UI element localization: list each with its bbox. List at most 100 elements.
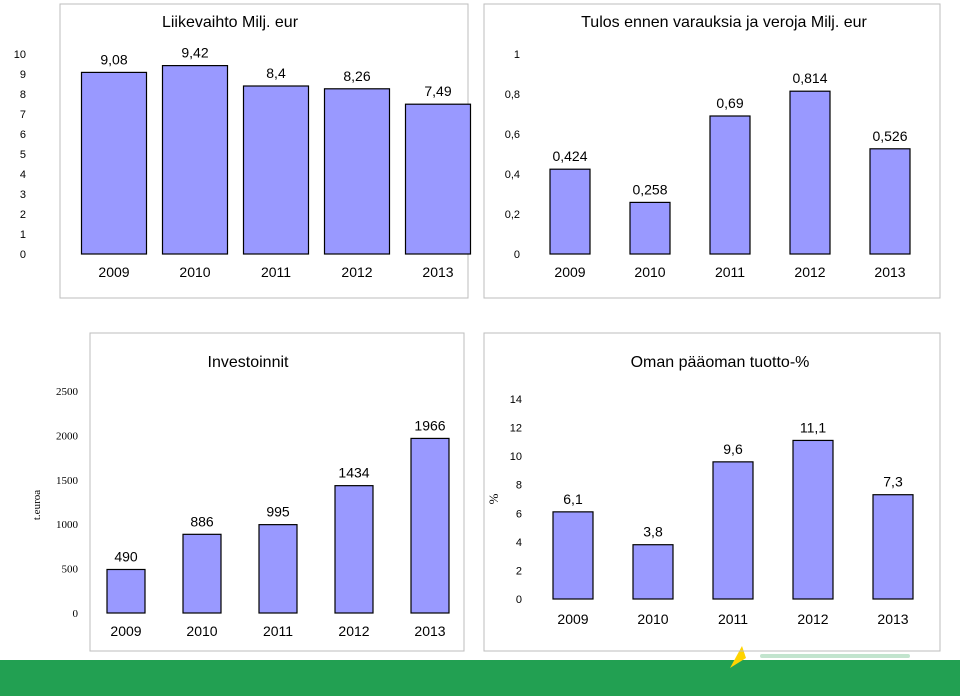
chart-tulos-svg: Tulos ennen varauksia ja veroja Milj. eu… xyxy=(483,3,941,299)
chart-1-value-label: 0,814 xyxy=(792,70,827,86)
chart-2-bar-2009 xyxy=(106,568,146,614)
chart-2-value-label: 886 xyxy=(190,513,214,529)
chart-1-category-label: 2010 xyxy=(634,264,665,280)
chart-2-category-label: 2012 xyxy=(338,623,369,639)
chart-3-bar-2010 xyxy=(632,544,674,600)
chart-1-bar-2013 xyxy=(869,148,911,255)
chart-1-bar-2012 xyxy=(789,90,831,255)
chart-2-value-label: 995 xyxy=(266,504,290,520)
chart-3-y-tick-label: 2 xyxy=(516,565,522,577)
chart-1-value-label: 0,526 xyxy=(872,128,907,144)
chart-0-y-tick-label: 6 xyxy=(20,129,26,141)
chart-2-frame xyxy=(89,332,465,652)
chart-0-y-tick-label: 0 xyxy=(20,249,26,261)
chart-0-y-tick-label: 8 xyxy=(20,89,26,101)
chart-2-value-label: 490 xyxy=(114,548,138,564)
chart-3-category-label: 2010 xyxy=(637,611,668,627)
chart-0-value-label: 8,26 xyxy=(343,68,370,84)
chart-3-bar-2012 xyxy=(792,439,834,600)
chart-3-bar-2009 xyxy=(552,511,594,600)
chart-1-bar-2009 xyxy=(549,168,591,255)
chart-0-y-tick-label: 5 xyxy=(20,149,26,161)
chart-1-bar-2010 xyxy=(629,201,671,255)
chart-0-y-tick-label: 3 xyxy=(20,189,26,201)
chart-0-y-tick-label: 2 xyxy=(20,209,26,221)
chart-liikevaihto-svg: Liikevaihto Milj. eur 0 1 2 3 4 5 6 7 8 9 10 9,08 200… xyxy=(14,3,472,299)
chart-2-y-tick-label: 500 xyxy=(62,564,79,576)
chart-2-y-tick-label: 0 xyxy=(73,608,79,620)
chart-3-title: Oman pääoman tuotto-% xyxy=(631,354,810,371)
chart-1-value-label: 0,69 xyxy=(716,95,743,111)
chart-1-category-label: 2013 xyxy=(874,264,905,280)
chart-liikevaihto: Liikevaihto Milj. eur 0 1 2 3 4 5 6 7 8 9 10 9,08 200… xyxy=(0,0,472,300)
chart-3-category-label: 2009 xyxy=(557,611,588,627)
chart-0-y-tick-label: 7 xyxy=(20,109,26,121)
chart-0-value-label: 9,08 xyxy=(100,51,127,67)
chart-oman-paaoman-tuotto: Oman pääoman tuotto-%% 0 2 4 6 8 10 12 14 6,1 2009… xyxy=(483,332,942,653)
chart-2-y-tick-label: 1500 xyxy=(56,475,79,487)
chart-3-y-tick-label: 14 xyxy=(510,394,522,406)
chart-3-y-tick-label: 12 xyxy=(510,423,522,435)
chart-2-y-tick-label: 2000 xyxy=(56,430,79,442)
chart-investoinnit: Investoinnit t.euroa 0 500 1000 1500 2000 2500 4… xyxy=(0,332,468,653)
chart-3-frame xyxy=(483,332,941,652)
chart-3-bar-2011 xyxy=(712,461,754,600)
chart-0-bar-2010 xyxy=(161,64,229,255)
chart-3-value-label: 7,3 xyxy=(883,474,903,490)
chart-1-y-tick-label: 1 xyxy=(514,49,520,61)
chart-2-category-label: 2013 xyxy=(414,623,445,639)
chart-0-bar-2011 xyxy=(242,85,310,255)
chart-2-bar-2012 xyxy=(334,485,374,614)
chart-3-ylabel: % xyxy=(486,493,501,504)
chart-1-category-label: 2012 xyxy=(794,264,825,280)
chart-2-ylabel: t.euroa xyxy=(31,490,43,520)
chart-1-value-label: 0,258 xyxy=(632,181,667,197)
chart-oman-paaoman-tuotto-svg: Oman pääoman tuotto-%% 0 2 4 6 8 10 12 14 6,1 2009… xyxy=(483,332,941,652)
chart-3-category-label: 2013 xyxy=(877,611,908,627)
chart-3-y-tick-label: 6 xyxy=(516,508,522,520)
chart-2-value-label: 1434 xyxy=(338,465,369,481)
footer-band xyxy=(0,660,960,696)
chart-3-y-tick-label: 4 xyxy=(516,537,522,549)
chart-1-category-label: 2011 xyxy=(715,264,745,280)
chart-0-value-label: 8,4 xyxy=(266,65,286,81)
chart-0-category-label: 2010 xyxy=(179,264,210,280)
chart-0-y-tick-label: 10 xyxy=(14,49,26,61)
chart-1-y-tick-label: 0,6 xyxy=(505,129,520,141)
chart-1-frame xyxy=(483,3,941,299)
chart-0-bar-2013 xyxy=(404,103,472,255)
chart-0-category-label: 2013 xyxy=(422,264,453,280)
chart-3-value-label: 3,8 xyxy=(643,524,663,540)
chart-3-bar-2013 xyxy=(872,494,914,600)
chart-1-y-tick-label: 0,4 xyxy=(505,169,520,181)
chart-0-value-label: 9,42 xyxy=(181,45,208,61)
chart-0-y-tick-label: 9 xyxy=(20,69,26,81)
chart-0-y-tick-label: 1 xyxy=(20,229,26,241)
chart-0-bar-2009 xyxy=(80,71,148,255)
chart-1-category-label: 2009 xyxy=(554,264,585,280)
chart-0-category-label: 2011 xyxy=(261,264,291,280)
chart-3-value-label: 11,1 xyxy=(800,419,826,435)
chart-0-bar-2012 xyxy=(323,88,391,255)
chart-2-value-label: 1966 xyxy=(414,417,445,433)
chart-1-y-tick-label: 0,2 xyxy=(505,209,520,221)
chart-0-value-label: 7,49 xyxy=(424,83,451,99)
chart-2-category-label: 2009 xyxy=(110,623,141,639)
chart-3-category-label: 2011 xyxy=(718,611,748,627)
chart-3-y-tick-label: 8 xyxy=(516,480,522,492)
chart-2-category-label: 2011 xyxy=(263,623,293,639)
chart-1-bar-2011 xyxy=(709,115,751,255)
chart-3-y-tick-label: 10 xyxy=(510,451,522,463)
chart-0-category-label: 2009 xyxy=(98,264,129,280)
chart-1-y-tick-label: 0,8 xyxy=(505,89,520,101)
chart-1-value-label: 0,424 xyxy=(552,148,587,164)
chart-2-category-label: 2010 xyxy=(186,623,217,639)
chart-3-value-label: 9,6 xyxy=(723,441,743,457)
chart-2-bar-2010 xyxy=(182,533,222,614)
chart-0-y-tick-label: 4 xyxy=(20,169,26,181)
chart-3-category-label: 2012 xyxy=(797,611,828,627)
chart-2-bar-2013 xyxy=(410,437,450,614)
chart-2-y-tick-label: 1000 xyxy=(56,519,79,531)
chart-2-bar-2011 xyxy=(258,524,298,614)
chart-0-title: Liikevaihto Milj. eur xyxy=(162,14,299,31)
